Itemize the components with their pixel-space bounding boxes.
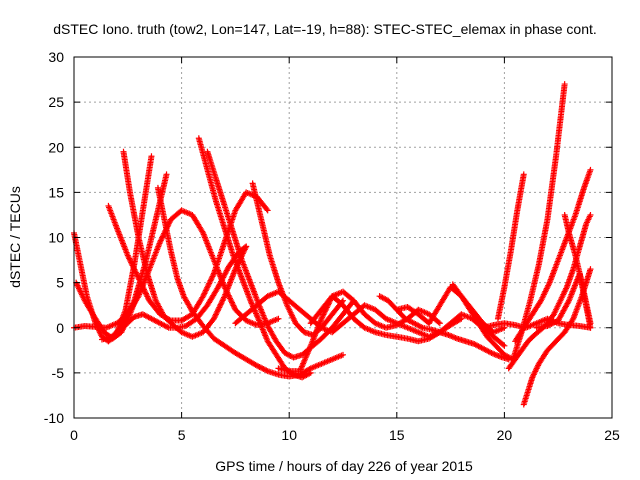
data-point-marker [544,322,551,329]
data-point-marker [561,81,568,88]
x-tick-label: 0 [70,427,78,443]
y-tick-label: -5 [52,365,65,381]
data-point-marker [261,366,268,373]
data-point-marker [263,206,270,213]
x-tick-label: 15 [389,427,405,443]
data-point-marker [551,319,558,326]
data-series [512,166,594,345]
data-point-marker [587,211,594,218]
data-point-marker [243,243,250,250]
data-point-marker [307,369,314,376]
y-tick-label: -10 [44,410,64,426]
data-point-marker [264,207,271,214]
axis-ticks: 0 5 10 15 20 25 -10 -5 0 5 10 15 20 25 30 [44,49,620,443]
data-point-marker [260,366,267,373]
data-point-marker [163,171,170,178]
y-tick-label: 0 [56,320,64,336]
y-tick-label: 25 [48,94,64,110]
data-point-marker [545,322,552,329]
x-axis-title: GPS time / hours of day 226 of year 2015 [215,458,473,474]
chart-title: dSTEC Iono. truth (tow2, Lon=147, Lat=-1… [53,21,597,37]
data-point-marker [500,341,507,348]
data-series [307,293,508,349]
data-point-marker [253,362,260,369]
data-point-marker [552,318,559,325]
data-point-marker [547,321,554,328]
data-point-marker [275,315,282,322]
data-series [494,171,527,322]
data-point-marker [259,365,266,372]
data-point-marker [548,320,555,327]
data-point-marker [257,364,264,371]
data-series [120,148,250,340]
data-point-marker [587,266,594,273]
data-point-marker [587,324,594,331]
data-series [533,270,594,331]
data-point-marker [263,367,270,374]
data-point-marker [436,320,443,327]
y-tick-label: 15 [48,184,64,200]
data-point-marker [148,153,155,160]
x-tick-label: 5 [178,427,186,443]
y-tick-label: 20 [48,139,64,155]
x-tick-label: 25 [604,427,620,443]
y-tick-label: 5 [56,275,64,291]
data-point-marker [549,320,556,327]
plot-area [71,81,594,408]
data-point-marker [587,166,594,173]
data-series [520,266,594,408]
grid-lines [74,57,612,418]
data-point-marker [435,319,442,326]
data-point-marker [520,171,527,178]
y-tick-label: 10 [48,230,64,246]
data-series [376,293,512,363]
data-series [479,315,594,331]
data-point-marker [501,342,508,349]
data-point-marker [255,363,262,370]
x-tick-label: 20 [497,427,513,443]
x-tick-label: 10 [281,427,297,443]
y-axis-title: dSTEC / TECUs [7,186,23,288]
y-tick-label: 30 [48,49,64,65]
data-series [154,184,346,380]
data-point-marker [256,364,263,371]
data-point-marker [340,351,346,358]
